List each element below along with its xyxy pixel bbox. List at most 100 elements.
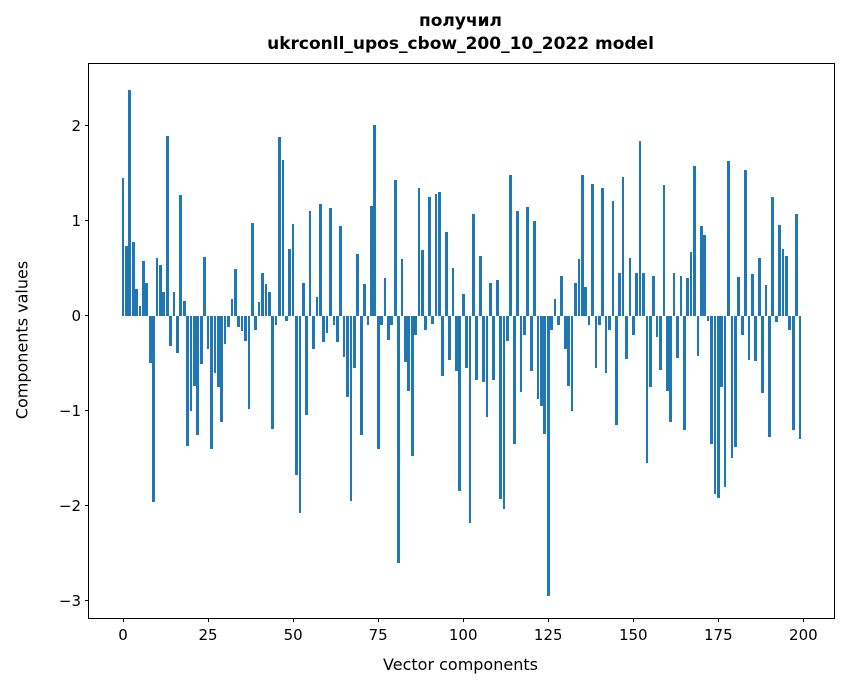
x-tick-mark [122,618,124,622]
x-tick-label: 200 [789,626,818,644]
x-tick-label: 0 [118,626,128,644]
x-tick-mark [717,618,719,622]
bar [281,159,285,316]
x-tick-mark [802,618,804,622]
bar [162,292,166,316]
bar [223,315,227,345]
y-tick-label: −1 [58,401,81,420]
bar [369,205,373,316]
bar [543,315,547,434]
bar [472,214,475,316]
bar [591,183,594,316]
bar [648,315,652,388]
y-tick-label: −2 [58,496,81,515]
bar [342,315,346,357]
x-tick-mark [632,618,634,622]
bar [145,282,149,316]
y-tick-mark [85,315,89,317]
bar [499,315,502,500]
y-tick-label: 1 [71,211,81,230]
bar [516,211,519,316]
bar [227,315,230,328]
bar [727,160,730,316]
bar [791,315,795,430]
bar [250,222,254,316]
bar [563,315,567,350]
bar [308,211,312,316]
x-tick-label: 150 [618,626,648,644]
bar [689,252,693,316]
bar [434,194,438,316]
bar [121,178,125,316]
bar [618,273,622,316]
bar [414,315,417,335]
plot-area: 0 25 50 75 100 125 150 175 200 −3 −2 −1 0 1 2 [59,63,835,644]
bar [740,315,744,335]
bar [172,292,176,316]
x-tick-mark [547,618,549,622]
x-axis-label: Vector components [383,655,538,674]
x-tick-mark [292,618,294,622]
bar [768,315,771,438]
bar [349,315,353,502]
bar [560,275,564,316]
y-tick-mark [85,410,89,412]
bar [519,315,523,392]
bar [421,250,424,316]
bar [478,255,482,316]
bar [720,315,724,388]
x-tick-label: 100 [448,626,478,644]
bar [798,315,802,440]
bar [322,315,326,343]
bar [567,315,570,387]
bar [397,315,400,563]
bar [390,315,394,326]
bar [267,292,271,316]
bar [404,315,407,363]
y-tick-mark [85,220,89,222]
bar [138,306,142,316]
bar [546,315,550,597]
bar [526,206,530,316]
bar [176,315,179,353]
bar [441,315,445,376]
bar [257,301,261,316]
bar [574,282,577,316]
bar [737,276,741,316]
x-tick-label: 125 [533,626,563,644]
bar [182,300,186,316]
y-tick-label: 0 [71,306,81,325]
y-tick-label: −3 [58,591,81,610]
bar [795,214,798,316]
bar [492,315,496,381]
bar [438,192,441,316]
y-tick-mark [85,505,89,507]
bar [278,137,281,316]
bar [220,315,224,423]
bar [142,260,145,316]
x-tick-label: 25 [198,626,218,644]
bar [747,315,751,361]
bar [189,315,193,411]
bar [373,124,377,316]
bar [206,315,210,350]
bar [298,315,302,513]
y-axis-label: Components values [12,260,32,420]
bar [781,249,785,316]
bar [584,287,588,316]
bar [131,241,135,316]
bar [213,315,217,373]
bar [638,140,642,316]
bar [655,315,659,337]
bar [754,315,758,362]
bar [424,315,428,331]
bar [363,284,366,316]
bar [247,315,251,409]
bar [652,275,656,316]
bar [764,285,768,316]
bar [550,315,553,331]
bar [502,315,506,509]
bar [291,223,295,316]
bar [645,315,649,464]
bar [332,315,336,326]
